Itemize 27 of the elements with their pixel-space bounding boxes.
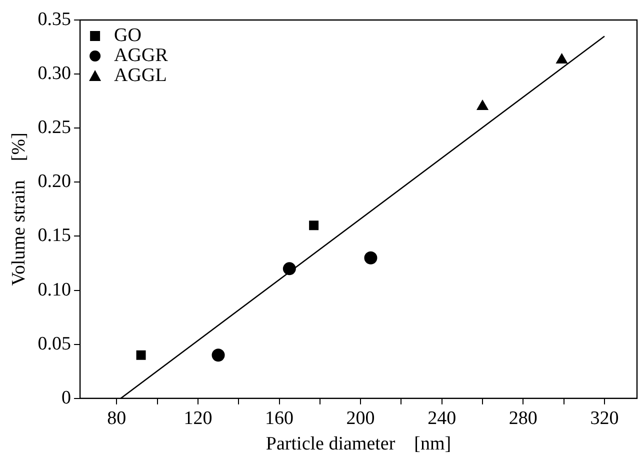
y-tick-label: 0 — [62, 387, 72, 408]
y-tick-label: 0.05 — [38, 333, 72, 354]
y-tick-label: 0.15 — [38, 225, 72, 246]
x-tick-label: 80 — [107, 408, 126, 429]
y-axis-title: Volume strain [%] — [8, 132, 30, 286]
y-tick-label: 0.10 — [38, 279, 72, 300]
y-tick-label: 0.30 — [38, 63, 72, 84]
x-tick-label: 160 — [265, 408, 294, 429]
legend-label: GO — [114, 24, 142, 46]
point — [476, 100, 488, 110]
legend-label: AGGR — [114, 44, 168, 66]
point — [364, 251, 378, 264]
point — [309, 220, 319, 230]
y-tick-label: 0.35 — [38, 8, 72, 30]
x-tick-label: 120 — [184, 408, 212, 429]
x-axis-title: Particle diameter [nm] — [266, 434, 452, 455]
legend-label: AGGL — [114, 64, 167, 86]
y-tick-label: 0.20 — [38, 171, 72, 192]
point — [212, 348, 225, 362]
point — [556, 54, 568, 64]
point — [136, 350, 146, 360]
x-tick-label: 240 — [428, 408, 456, 429]
x-tick-label: 200 — [346, 408, 375, 429]
x-tick-label: 280 — [508, 408, 538, 429]
x-tick-label: 320 — [590, 408, 619, 429]
y-tick-label: 0.25 — [38, 117, 72, 138]
point — [282, 262, 296, 276]
